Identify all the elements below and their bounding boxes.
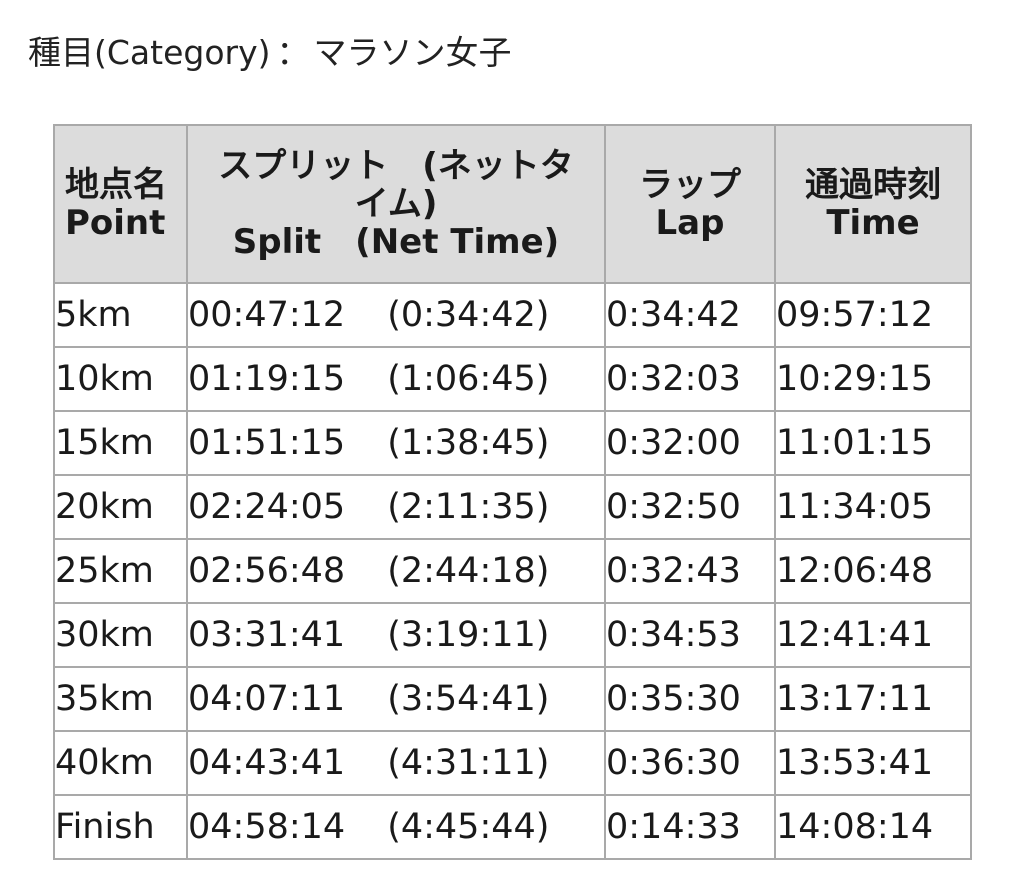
cell-passing-time: 14:08:14 (774, 794, 972, 860)
header-split: スプリット (ネットタ イム) Split (Net Time) (186, 124, 606, 284)
split-time: 03:31:41 (188, 615, 346, 655)
table-row: 20km 02:24:05 (2:11:35) 0:32:50 11:34:05 (53, 474, 972, 540)
cell-passing-time: 10:29:15 (774, 346, 972, 412)
cell-lap: 0:34:53 (604, 602, 776, 668)
cell-split: 01:51:15 (1:38:45) (186, 410, 606, 476)
cell-lap: 0:34:42 (604, 282, 776, 348)
cell-lap: 0:32:03 (604, 346, 776, 412)
split-time: 04:43:41 (188, 743, 346, 783)
header-split-ja-line1: スプリット (ネットタ (218, 146, 574, 186)
cell-point: 40km (53, 730, 188, 796)
split-time: 01:51:15 (188, 423, 346, 463)
cell-split: 02:56:48 (2:44:18) (186, 538, 606, 604)
net-time: (4:31:11) (387, 743, 550, 783)
header-split-ja-line2: イム) (354, 184, 438, 224)
table-row: 10km 01:19:15 (1:06:45) 0:32:03 10:29:15 (53, 346, 972, 412)
cell-point: 20km (53, 474, 188, 540)
cell-point: Finish (53, 794, 188, 860)
table-row: 25km 02:56:48 (2:44:18) 0:32:43 12:06:48 (53, 538, 972, 604)
cell-split: 04:58:14 (4:45:44) (186, 794, 606, 860)
split-time: 02:56:48 (188, 551, 346, 591)
cell-passing-time: 11:34:05 (774, 474, 972, 540)
table-row: 30km 03:31:41 (3:19:11) 0:34:53 12:41:41 (53, 602, 972, 668)
header-point: 地点名 Point (53, 124, 188, 284)
header-split-en: Split (Net Time) (232, 222, 560, 262)
cell-passing-time: 13:17:11 (774, 666, 972, 732)
net-time: (0:34:42) (387, 295, 550, 335)
net-time: (1:38:45) (387, 423, 550, 463)
table-row: 5km 00:47:12 (0:34:42) 0:34:42 09:57:12 (53, 282, 972, 348)
cell-lap: 0:35:30 (604, 666, 776, 732)
table-header: 地点名 Point スプリット (ネットタ イム) Split (Net Tim… (53, 124, 972, 284)
cell-split: 02:24:05 (2:11:35) (186, 474, 606, 540)
table-row: 15km 01:51:15 (1:38:45) 0:32:00 11:01:15 (53, 410, 972, 476)
net-time: (3:19:11) (387, 615, 550, 655)
cell-point: 15km (53, 410, 188, 476)
split-time: 04:07:11 (188, 679, 346, 719)
category-value: マラソン女子 (313, 33, 512, 72)
category-line: 種目(Category)：マラソン女子 (28, 30, 512, 76)
split-times-table: 地点名 Point スプリット (ネットタ イム) Split (Net Tim… (53, 124, 972, 860)
cell-split: 01:19:15 (1:06:45) (186, 346, 606, 412)
table-row: 40km 04:43:41 (4:31:11) 0:36:30 13:53:41 (53, 730, 972, 796)
cell-passing-time: 13:53:41 (774, 730, 972, 796)
cell-passing-time: 09:57:12 (774, 282, 972, 348)
header-time-ja: 通過時刻 (805, 165, 941, 205)
cell-lap: 0:14:33 (604, 794, 776, 860)
header-point-ja: 地点名 (65, 165, 167, 205)
split-time: 00:47:12 (188, 295, 346, 335)
table-row: Finish 04:58:14 (4:45:44) 0:14:33 14:08:1… (53, 794, 972, 860)
net-time: (4:45:44) (387, 807, 550, 847)
header-time-en: Time (826, 203, 920, 243)
cell-point: 5km (53, 282, 188, 348)
header-row: 地点名 Point スプリット (ネットタ イム) Split (Net Tim… (53, 124, 972, 284)
cell-point: 30km (53, 602, 188, 668)
cell-lap: 0:32:50 (604, 474, 776, 540)
net-time: (2:44:18) (387, 551, 550, 591)
header-point-en: Point (65, 203, 166, 243)
table-body: 5km 00:47:12 (0:34:42) 0:34:42 09:57:12 1… (53, 282, 972, 860)
net-time: (1:06:45) (387, 359, 550, 399)
cell-lap: 0:36:30 (604, 730, 776, 796)
cell-passing-time: 12:41:41 (774, 602, 972, 668)
cell-point: 25km (53, 538, 188, 604)
header-lap: ラップ Lap (604, 124, 776, 284)
cell-passing-time: 12:06:48 (774, 538, 972, 604)
cell-split: 03:31:41 (3:19:11) (186, 602, 606, 668)
header-lap-ja: ラップ (639, 165, 741, 205)
cell-split: 04:07:11 (3:54:41) (186, 666, 606, 732)
net-time: (3:54:41) (387, 679, 550, 719)
cell-split: 04:43:41 (4:31:11) (186, 730, 606, 796)
split-time: 01:19:15 (188, 359, 346, 399)
split-time: 02:24:05 (188, 487, 346, 527)
category-label: 種目(Category) (28, 33, 271, 72)
header-lap-en: Lap (655, 203, 725, 243)
split-time: 04:58:14 (188, 807, 346, 847)
table-row: 35km 04:07:11 (3:54:41) 0:35:30 13:17:11 (53, 666, 972, 732)
cell-lap: 0:32:43 (604, 538, 776, 604)
cell-passing-time: 11:01:15 (774, 410, 972, 476)
cell-point: 35km (53, 666, 188, 732)
category-separator: ： (276, 33, 310, 72)
cell-point: 10km (53, 346, 188, 412)
cell-lap: 0:32:00 (604, 410, 776, 476)
header-time: 通過時刻 Time (774, 124, 972, 284)
cell-split: 00:47:12 (0:34:42) (186, 282, 606, 348)
net-time: (2:11:35) (387, 487, 550, 527)
